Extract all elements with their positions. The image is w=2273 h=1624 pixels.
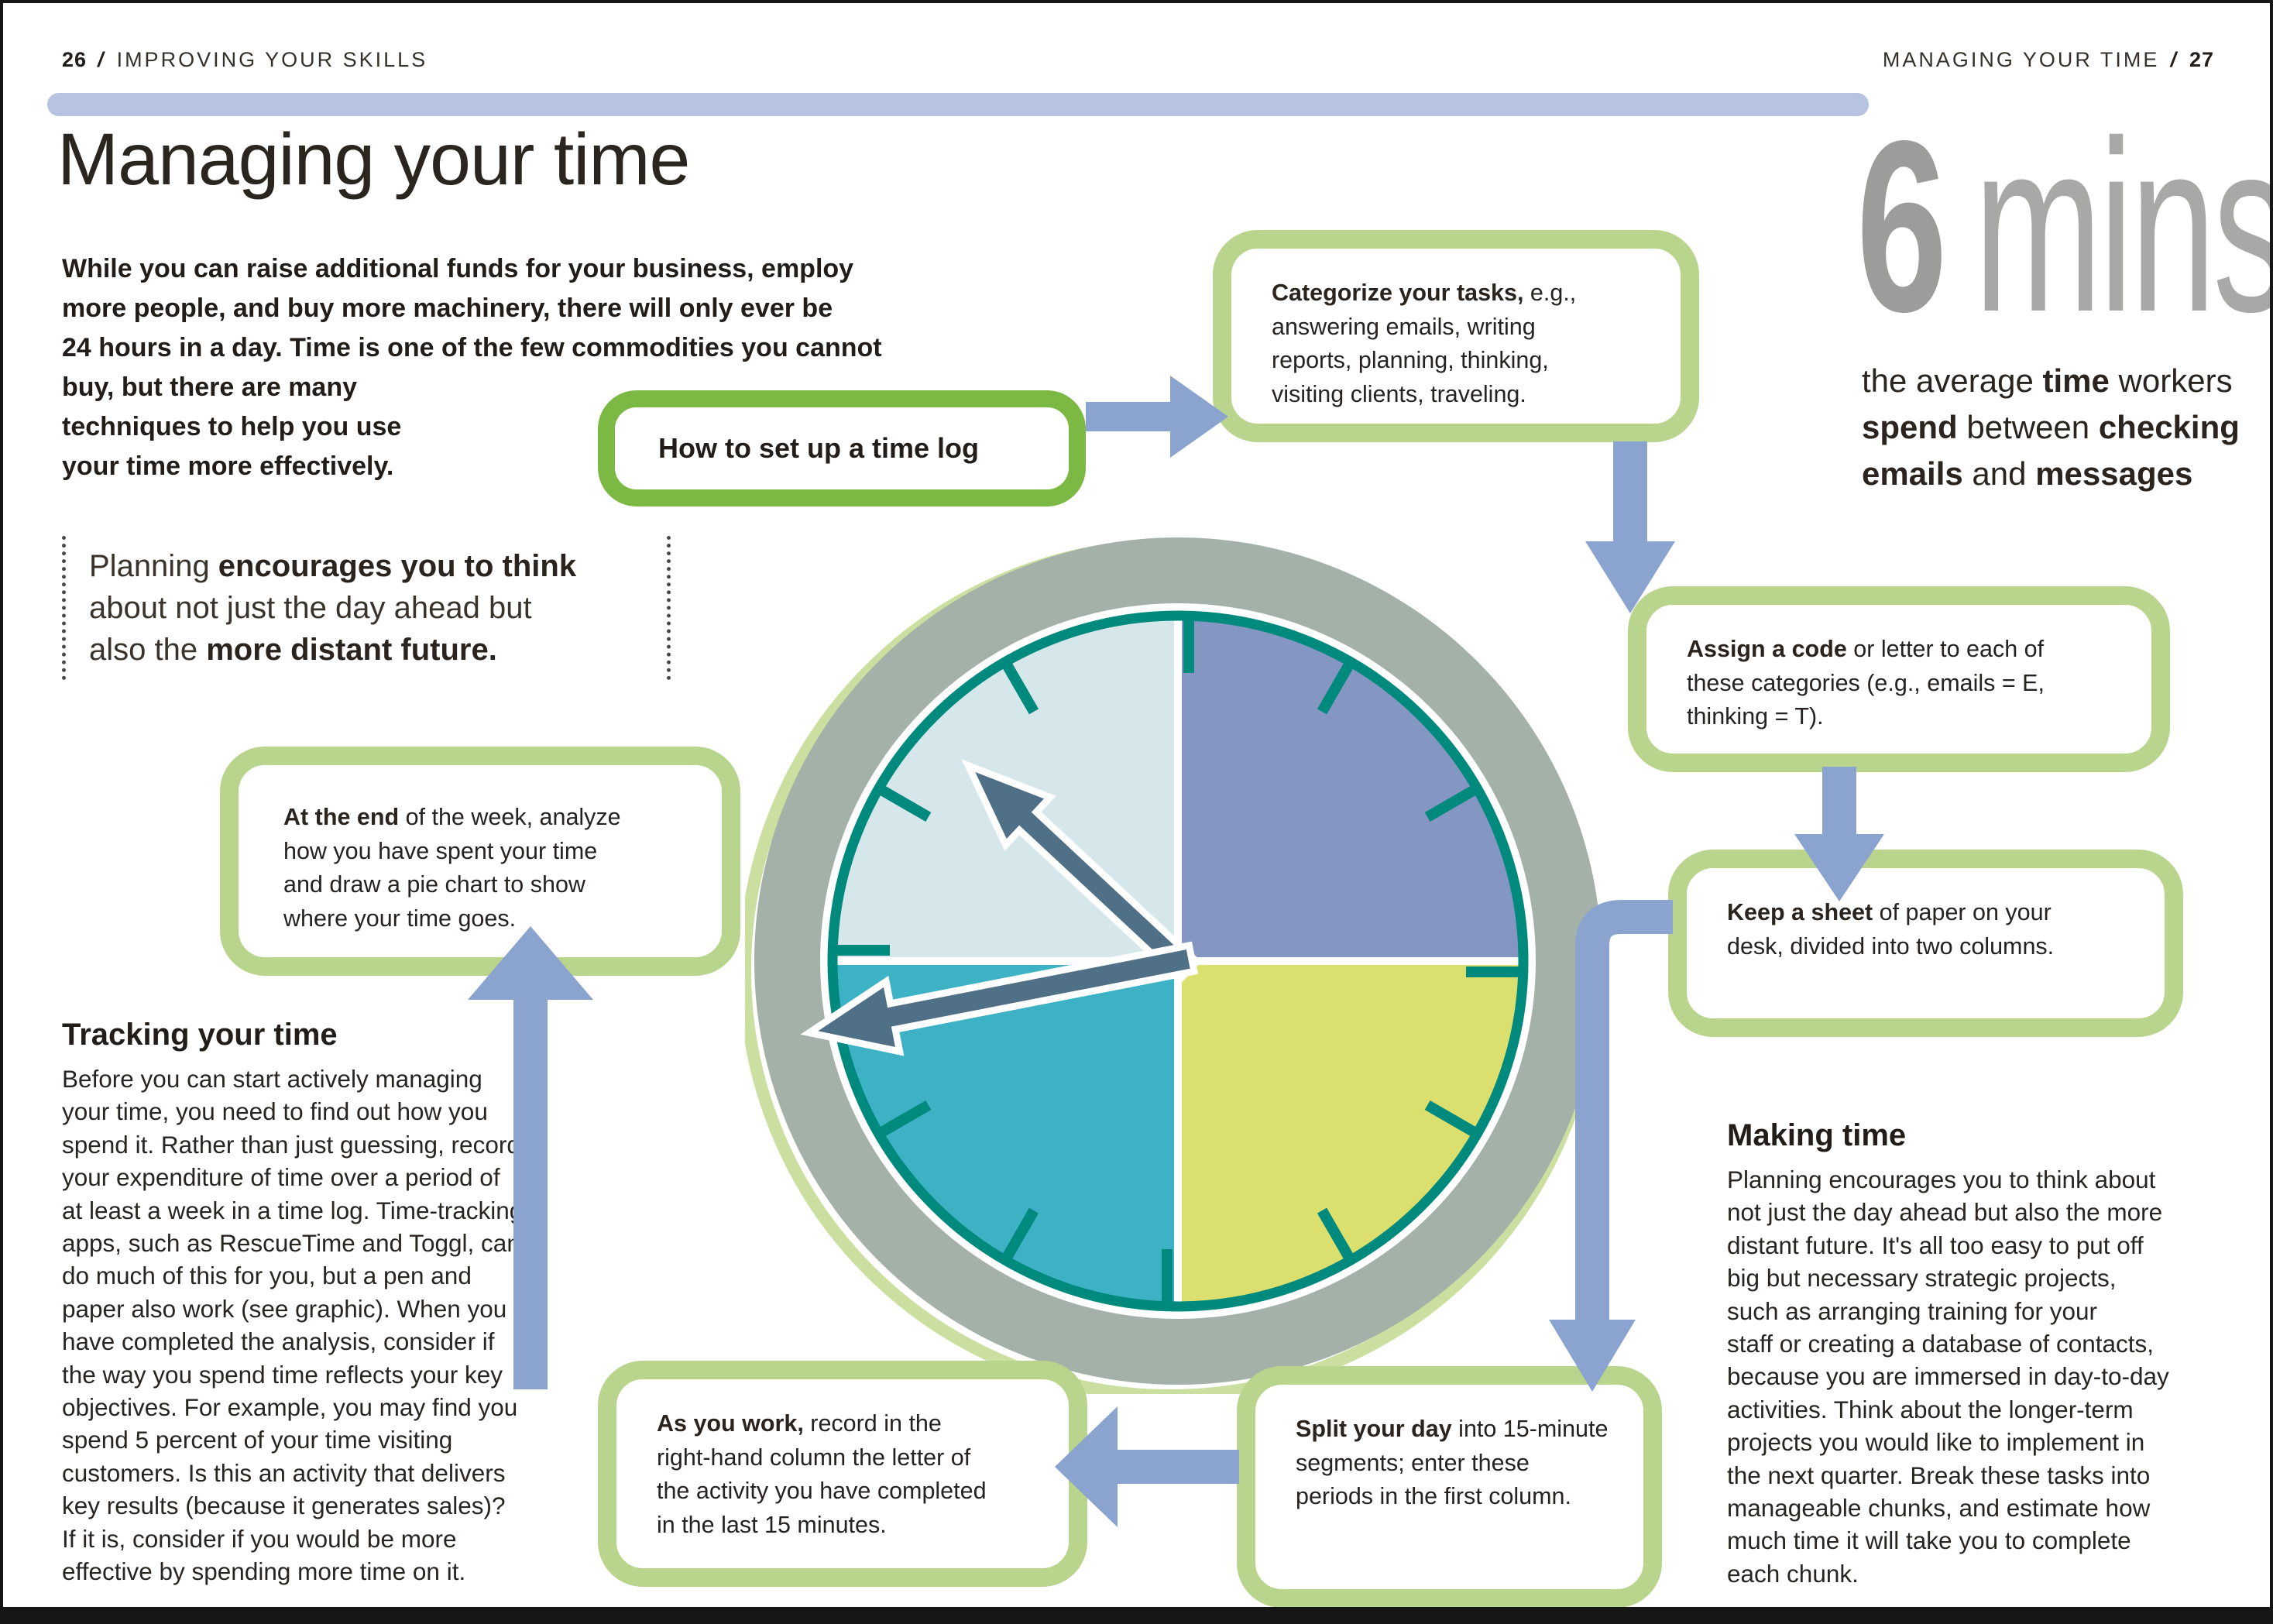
callout-keep: Keep a sheet of paper on your desk, divi… [1668,850,2183,1037]
stat-caption-text: workers [2118,362,2233,399]
callout-lead: As you work, [657,1410,804,1437]
chapter-label: MANAGING YOUR TIME [1882,48,2160,71]
page-number-left: 26 [62,48,88,71]
page-header-left: 26 / IMPROVING YOUR SKILLS [62,48,427,72]
stat-caption-bold: emails [1862,455,1963,492]
stat-caption-bold: checking [2098,409,2240,445]
header-divider-bar [47,93,1869,116]
callout-atend: At the end of the week, analyze how you … [220,747,740,976]
quote-text: about not just the day ahead but also th… [89,591,532,667]
stat-caption: the average time workers spend between c… [1862,358,2270,497]
callout-lead: At the end [283,804,400,830]
callout-lead: Assign a code [1687,636,1847,662]
clock-quadrant-bottom-left [828,961,1178,1311]
callout-text: record in the right-hand column the lett… [657,1410,987,1538]
quote-text-bold: more distant future. [206,633,497,667]
making-body: Planning encourages you to think about n… [1727,1166,2169,1588]
callout-text: or letter to each of these categories (e… [1687,636,2045,730]
callout-text: into 15-minute segments; enter these per… [1296,1416,1609,1509]
quote-text: Planning [89,549,218,583]
page-bottom-rule [3,1607,2270,1621]
hour-hand [961,759,1202,985]
clock-rim [827,610,1529,1312]
stat-caption-bold: spend [1862,409,1958,445]
clock-quadrant-bottom-right [1178,961,1528,1311]
callout-lead: Keep a sheet [1727,899,1873,925]
callout-lead: Categorize your tasks, [1272,280,1524,306]
callout-categorize: Categorize your tasks, e.g., answering e… [1213,230,1699,442]
clock-quadrant-top-right [1178,611,1528,961]
page-number-right: 27 [2189,48,2214,71]
callout-aswork: As you work, record in the right-hand co… [598,1361,1087,1587]
minute-hand [800,941,1199,1056]
page-header-right: MANAGING YOUR TIME / 27 [1883,48,2214,72]
stat-caption-text: between [1957,409,2099,445]
stat-number: 6 [1856,90,1948,362]
tracking-heading: Tracking your time [62,1018,338,1052]
pull-quote: Planning encourages you to think about n… [62,536,671,680]
making-heading: Making time [1727,1118,1907,1152]
callout-text: e.g., answering emails, writing reports,… [1272,280,1577,407]
stat-caption-text: the average [1862,362,2043,399]
callout-lead: Split your day [1296,1416,1452,1442]
quote-text-bold: encourages you to think [218,549,577,583]
slash-separator: / [98,48,106,71]
callout-text: of the week, analyze how you have spent … [283,804,621,932]
callout-split: Split your day into 15-minute segments; … [1237,1366,1662,1608]
section-label: IMPROVING YOUR SKILLS [116,48,428,71]
stat-caption-bold: messages [2035,455,2193,492]
callout-assign: Assign a code or letter to each of these… [1628,586,2170,772]
stat-caption-bold: time [2042,362,2110,399]
page-title: Managing your time [57,118,690,201]
tracking-body: Before you can start actively managing y… [62,1065,524,1586]
slash-separator: / [2170,48,2179,71]
arrow-start-to-categorize-icon [1086,376,1228,458]
clock-ticks [833,616,1523,1306]
start-button-label: How to set up a time log [658,432,980,464]
start-button: How to set up a time log [598,390,1086,506]
intro-paragraph: While you can raise additional funds for… [62,254,882,481]
callout-text: of paper on your desk, divided into two … [1727,899,2055,960]
clock-graphic [745,537,1602,1394]
stat-unit: mins [1974,90,2273,362]
stat-caption-text: and [1962,455,2036,492]
